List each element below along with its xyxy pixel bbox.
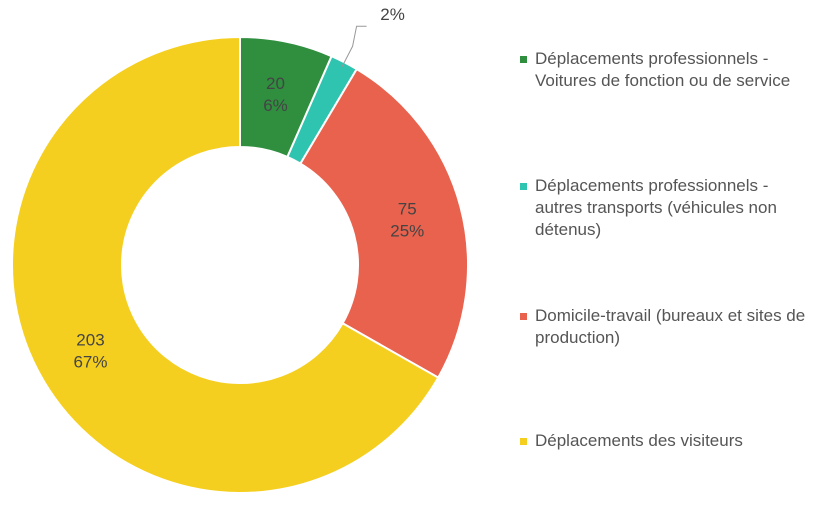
- leader-line: [341, 25, 367, 67]
- percent-label: 2%: [380, 5, 405, 24]
- value-label: 20: [266, 74, 285, 93]
- slice: [299, 67, 469, 380]
- percent-label: 6%: [263, 96, 288, 115]
- legend-entry: Déplacements professionnels - Voitures d…: [515, 48, 820, 92]
- legend-label: Déplacements professionnels - autres tra…: [535, 176, 777, 239]
- legend-label: Déplacements des visiteurs: [535, 431, 743, 450]
- slice: [11, 35, 440, 494]
- legend-swatch: [520, 56, 527, 63]
- percent-label: 25%: [390, 221, 424, 240]
- legend-swatch: [520, 438, 527, 445]
- legend-entry: Déplacements des visiteurs: [515, 430, 820, 452]
- legend-swatch: [520, 183, 527, 190]
- value-label: 6: [388, 0, 397, 2]
- value-label: 75: [398, 199, 417, 218]
- legend-entry: Déplacements professionnels - autres tra…: [515, 175, 820, 241]
- percent-label: 67%: [73, 352, 107, 371]
- chart: 20 6% 6 2% 75 25% 203 67%: [11, 0, 469, 494]
- legend-entry: Domicile-travail (bureaux et sites de pr…: [515, 305, 820, 349]
- value-label: 203: [76, 330, 104, 349]
- legend-label: Déplacements professionnels - Voitures d…: [535, 49, 791, 90]
- legend-label: Domicile-travail (bureaux et sites de pr…: [535, 306, 806, 347]
- legend-swatch: [520, 313, 527, 320]
